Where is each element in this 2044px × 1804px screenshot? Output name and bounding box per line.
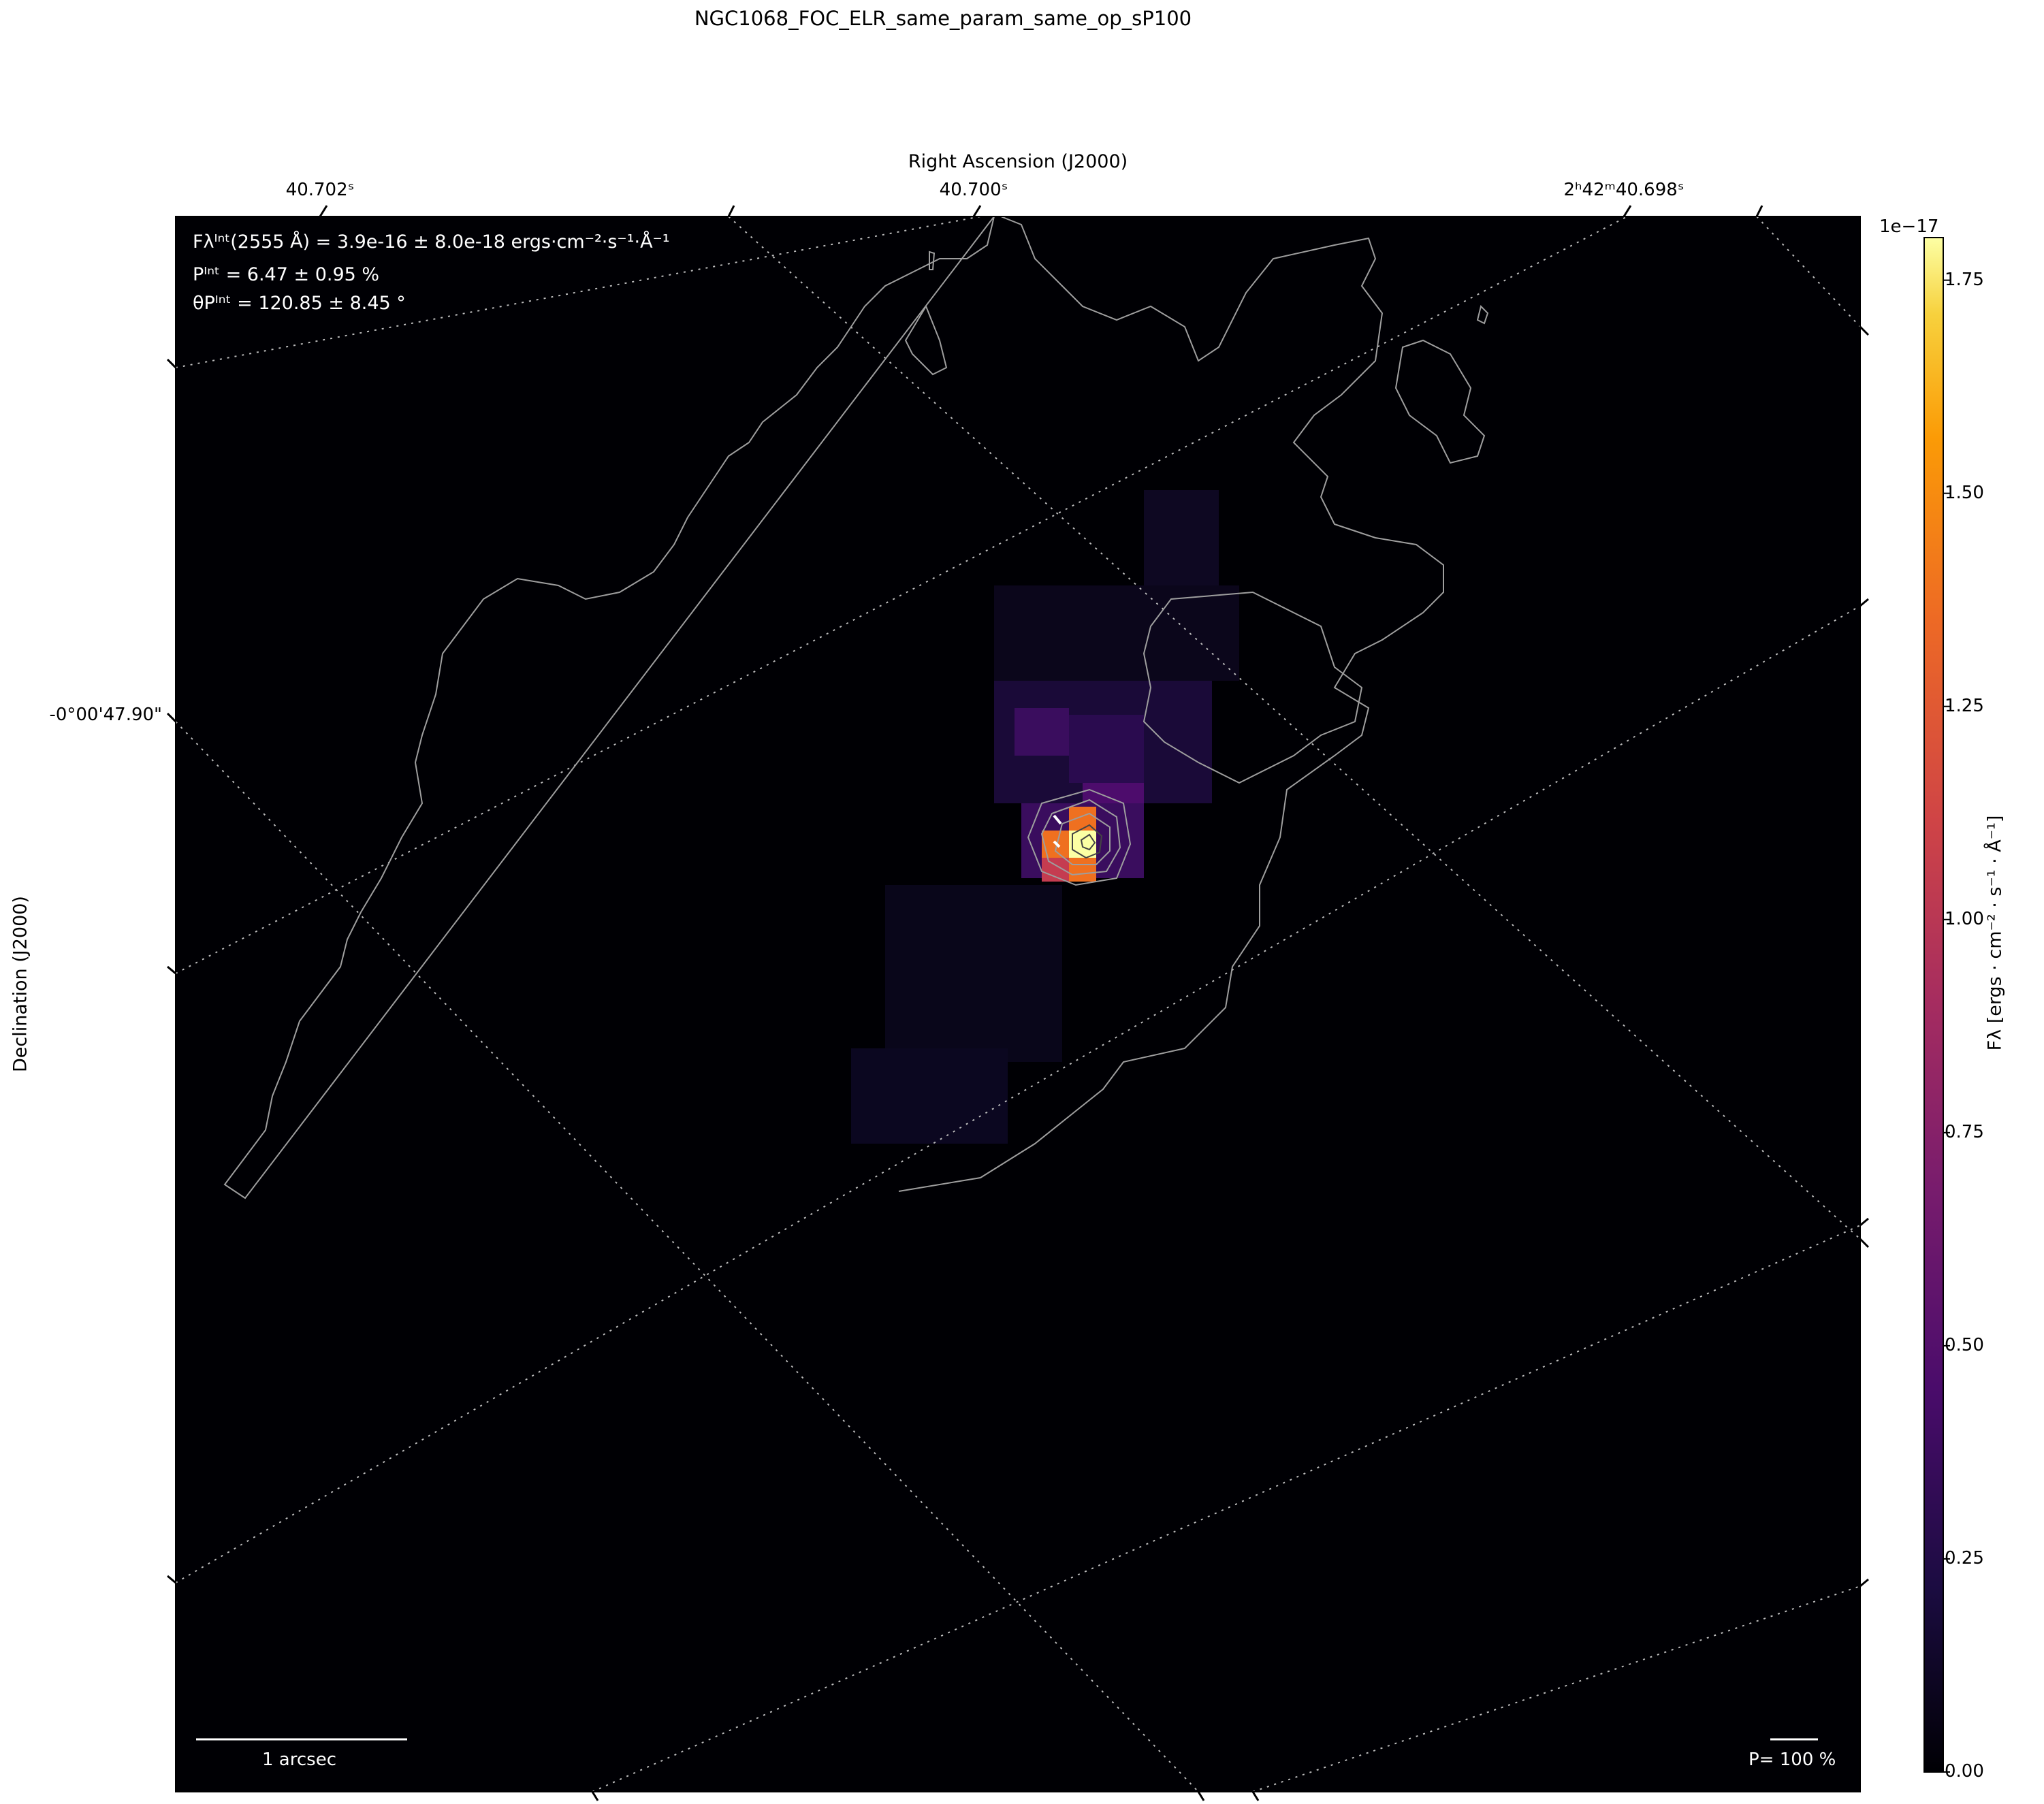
polarization-annotation: Pᴵⁿᵗ = 6.47 ± 0.95 %: [193, 264, 380, 285]
x-tick-mark: [1623, 205, 1632, 217]
y-tick-mark: [1859, 598, 1869, 607]
x-tick-mark: [591, 1791, 599, 1801]
x-tick-mark: [319, 205, 328, 217]
image-pixel: [1069, 715, 1144, 783]
axis-ticks: [166, 205, 1870, 1801]
colorbar-tick-label: 1.25: [1945, 695, 1984, 716]
y-tick-mark: [166, 358, 177, 369]
y-tick-mark: [166, 712, 177, 723]
outer-contour-right: [1143, 591, 1363, 784]
y-tick-mark: [1859, 1578, 1869, 1588]
core-contour: [1054, 812, 1111, 865]
angle-annotation: θPᴵⁿᵗ = 120.85 ± 8.45 °: [193, 293, 406, 314]
image-pixels: [851, 490, 1239, 1144]
colorbar: [1923, 237, 1944, 1773]
image-pixel: [851, 1048, 1008, 1144]
colorbar-ticks: [1943, 279, 1950, 1773]
x-tick-label: 40.700ˢ: [939, 180, 1008, 200]
y-tick-mark: [167, 965, 176, 975]
x-tick-mark: [1251, 1791, 1260, 1801]
scale-bar-label: 1 arcsec: [262, 1750, 336, 1770]
island-contour: [1394, 339, 1486, 464]
grid-line: [176, 605, 1860, 1583]
colorbar-tick-label: 1.75: [1945, 269, 1984, 290]
contours: [223, 216, 1489, 1199]
image-pixel: [885, 885, 1062, 1062]
core-contour: [1072, 824, 1103, 859]
colorbar-tick-label: 0.50: [1945, 1334, 1984, 1355]
grid-line: [1252, 1585, 1860, 1792]
chart-title: NGC1068_FOC_ELR_same_param_same_op_sP100: [694, 7, 1192, 30]
plot-frame: [175, 216, 1861, 1792]
y-tick-mark: [1859, 1238, 1870, 1249]
image-pixel: [1069, 858, 1096, 882]
y-tick-mark: [1859, 325, 1870, 336]
colorbar-tick-label: 0.75: [1945, 1121, 1984, 1142]
x-tick-label: 2ʰ42ᵐ40.698ˢ: [1563, 180, 1684, 200]
y-tick-mark: [1859, 1217, 1869, 1227]
y-tick-mark: [167, 1575, 176, 1584]
x-tick-mark: [727, 205, 735, 217]
pol-vector: [1053, 840, 1061, 848]
colorbar-exponent: 1e−17: [1879, 216, 1939, 237]
pol-legend-label: P= 100 %: [1748, 1750, 1836, 1770]
colorbar-tick-label: 1.00: [1945, 908, 1984, 929]
coordinate-grid: [176, 216, 1860, 1792]
x-tick-mark: [972, 205, 982, 217]
image-pixel: [994, 585, 1239, 681]
grid-line: [176, 216, 1628, 974]
core-contour: [1040, 799, 1121, 876]
x-tick-mark: [1755, 205, 1763, 217]
x-tick-mark: [1197, 1791, 1205, 1801]
y-tick-label: -0°00'47.90": [49, 705, 162, 725]
x-axis-label: Right Ascension (J2000): [908, 151, 1128, 172]
x-tick-label: 40.702ˢ: [285, 180, 355, 200]
colorbar-label: Fλ [ergs · cm⁻² · s⁻¹ · Å⁻¹]: [1984, 815, 2006, 1051]
outer-contour: [223, 216, 1444, 1199]
core-contour: [1027, 788, 1132, 886]
colorbar-tick-label: 1.50: [1945, 482, 1984, 503]
grid-line: [1756, 216, 1860, 327]
image-pixel: [1144, 490, 1219, 585]
colorbar-tick-label: 0.00: [1945, 1761, 1984, 1782]
core-contour: [1080, 833, 1096, 851]
island-contour: [1476, 305, 1489, 325]
grid-line: [176, 216, 981, 368]
colorbar-tick-label: 0.25: [1945, 1547, 1984, 1568]
island-contour: [929, 251, 936, 270]
flux-annotation: Fλᴵⁿᵗ(2555 Å) = 3.9e-16 ± 8.0e-18 ergs·c…: [193, 231, 670, 253]
island-contour: [904, 304, 948, 376]
pol-vector: [1053, 814, 1062, 825]
image-pixel: [1015, 708, 1069, 756]
image-pixel: [1042, 858, 1069, 882]
